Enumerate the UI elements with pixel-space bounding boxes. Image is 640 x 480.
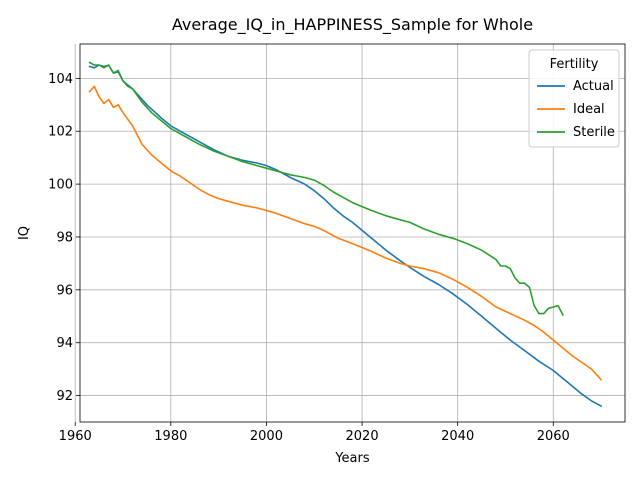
series-line-actual [88, 64, 603, 408]
y-axis-label: IQ [17, 226, 32, 240]
x-tick-label: 2060 [537, 429, 570, 444]
series-line-sterile [88, 61, 564, 316]
y-tick-label: 98 [56, 230, 73, 245]
legend-box [528, 49, 620, 148]
legend: Fertility Actual Ideal Sterile [528, 49, 620, 148]
x-tick-label: 2000 [250, 429, 283, 444]
x-tick-label: 1960 [59, 429, 92, 444]
y-tick-label: 104 [48, 72, 73, 87]
legend-label-sterile: Sterile [573, 125, 615, 140]
series-line-ideal [88, 85, 603, 381]
legend-label-ideal: Ideal [573, 102, 605, 117]
y-tick-label: 100 [48, 178, 73, 193]
gridlines [74, 44, 625, 422]
chart-title: Average_IQ_in_HAPPINESS_Sample for Whole [172, 15, 533, 35]
legend-title: Fertility [550, 57, 599, 72]
series-lines [88, 61, 603, 408]
plot-frame [79, 43, 626, 423]
y-tick-label: 92 [56, 389, 73, 404]
y-tick-label: 102 [48, 125, 73, 140]
y-tick-label: 96 [56, 283, 73, 298]
x-tick-label: 1980 [154, 429, 187, 444]
x-tick-label: 2040 [441, 429, 474, 444]
y-tick-label: 94 [56, 336, 73, 351]
x-axis-label: Years [334, 451, 370, 466]
axis-ticks: 1960 1980 2000 2020 2040 2060 92 94 96 98 100 102 10… [48, 72, 570, 444]
x-tick-label: 2020 [346, 429, 379, 444]
legend-label-actual: Actual [573, 79, 614, 94]
